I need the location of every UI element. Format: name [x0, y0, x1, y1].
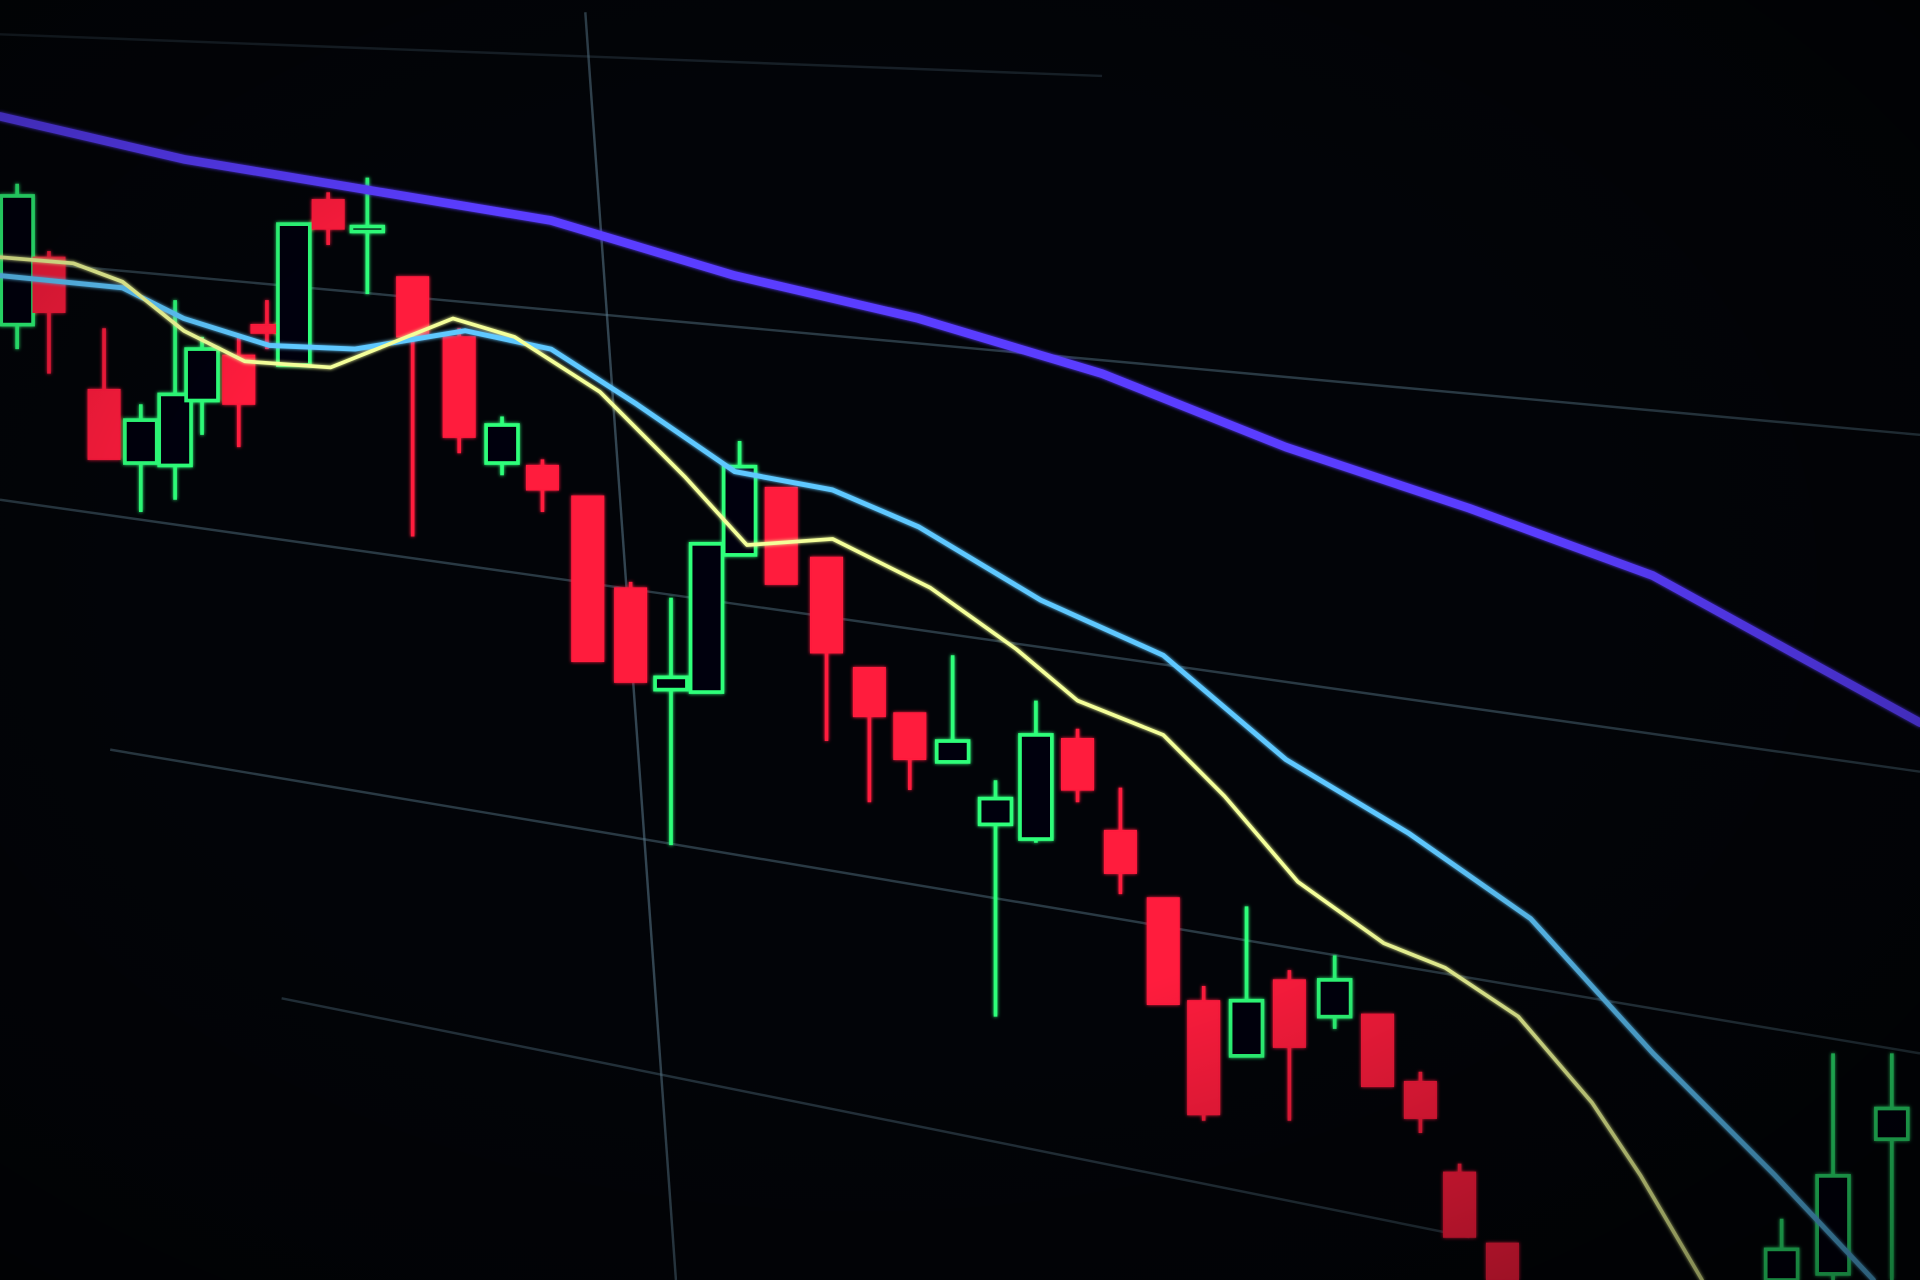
- bearish-candle: [1443, 1163, 1477, 1238]
- candle-body: [525, 464, 559, 491]
- candle-body: [614, 587, 648, 683]
- candle-body: [311, 199, 345, 230]
- candle-body: [484, 423, 520, 465]
- candle-body: [1103, 829, 1137, 874]
- candle-body: [893, 712, 927, 761]
- candle-body: [810, 556, 844, 654]
- candle-body: [1443, 1171, 1477, 1238]
- candle-body: [32, 256, 66, 313]
- candle-body: [1272, 979, 1306, 1048]
- candle-body: [442, 336, 476, 438]
- candle-body: [87, 388, 121, 460]
- candle-body: [349, 224, 386, 234]
- candle-body: [688, 542, 725, 694]
- candle-body: [721, 464, 758, 557]
- candle-body: [1018, 733, 1054, 841]
- candle-body: [764, 486, 798, 585]
- candle-body: [1187, 1000, 1221, 1116]
- candle-body: [1403, 1080, 1437, 1119]
- bullish-candle: [688, 542, 725, 694]
- bearish-candle: [1485, 1242, 1519, 1280]
- candle-body: [977, 796, 1014, 827]
- candle-body: [653, 675, 689, 692]
- bullish-candle: [0, 183, 35, 350]
- bearish-candle: [1187, 986, 1221, 1121]
- bearish-candle: [1146, 897, 1180, 1006]
- candle-body: [1316, 978, 1353, 1019]
- candle-body: [1361, 1013, 1395, 1088]
- candle-body: [1874, 1106, 1910, 1141]
- candle-body: [571, 495, 605, 663]
- candle-body: [1485, 1242, 1519, 1280]
- candle-body: [1763, 1247, 1800, 1280]
- candle-body: [1061, 737, 1095, 791]
- candle-body: [157, 392, 193, 468]
- candle-body: [934, 739, 971, 764]
- bearish-candle: [571, 495, 605, 663]
- bearish-candle: [614, 581, 648, 683]
- bearish-candle: [442, 328, 476, 454]
- candle-body: [123, 418, 159, 465]
- candle-body: [852, 666, 886, 718]
- candle-body: [184, 347, 220, 403]
- bearish-candle: [764, 486, 798, 585]
- candle-body: [1228, 998, 1265, 1058]
- candle-body: [396, 276, 430, 338]
- candle-body: [1146, 897, 1180, 1006]
- bearish-candle: [1361, 1013, 1395, 1088]
